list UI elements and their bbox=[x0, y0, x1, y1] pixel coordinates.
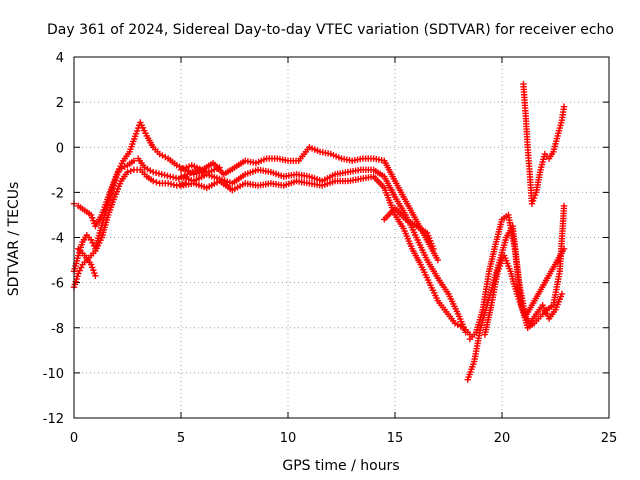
data-point-track-b bbox=[152, 169, 160, 177]
y-tick-label: -4 bbox=[51, 232, 64, 247]
y-tick-label: -6 bbox=[51, 277, 64, 292]
x-tick-label: 20 bbox=[494, 431, 511, 446]
data-point-track-b bbox=[149, 168, 157, 176]
y-tick-label: 2 bbox=[56, 96, 64, 111]
data-point-track-b bbox=[158, 171, 165, 178]
data-point-track-c bbox=[164, 180, 172, 187]
chart-title: Day 361 of 2024, Sidereal Day-to-day VTE… bbox=[47, 22, 614, 38]
y-tick-label: -12 bbox=[43, 412, 64, 427]
data-point-track-k bbox=[558, 290, 566, 298]
data-point-track-b bbox=[216, 164, 223, 171]
data-point-track-l bbox=[560, 103, 568, 110]
data-point-track-c bbox=[170, 181, 178, 189]
data-point-track-d bbox=[92, 272, 99, 280]
data-point-track-b bbox=[89, 239, 96, 246]
data-point-track-c bbox=[167, 180, 175, 188]
plot-frame bbox=[73, 56, 610, 419]
y-tick-label: -8 bbox=[51, 322, 64, 337]
data-point-track-b bbox=[130, 157, 138, 164]
data-point-track-j bbox=[560, 202, 568, 210]
data-point-track-c bbox=[153, 179, 160, 186]
y-axis-title: SDTVAR / TECUs bbox=[6, 182, 22, 297]
data-point-track-e bbox=[434, 256, 441, 264]
x-tick-label: 25 bbox=[601, 431, 618, 446]
data-point-track-c bbox=[76, 267, 83, 274]
data-point-track-c bbox=[77, 264, 85, 271]
grid bbox=[74, 57, 609, 418]
data-point-track-b bbox=[167, 173, 174, 180]
x-tick-label: 15 bbox=[387, 431, 404, 446]
data-point-track-b bbox=[161, 171, 168, 179]
y-tick-label: 0 bbox=[56, 141, 64, 156]
y-tick-label: 4 bbox=[56, 51, 64, 66]
x-axis-title: GPS time / hours bbox=[282, 458, 399, 474]
data-point-track-c bbox=[149, 177, 157, 185]
y-tick-label: -2 bbox=[51, 186, 64, 201]
data-marks bbox=[70, 80, 568, 383]
data-point-track-c bbox=[124, 168, 131, 176]
data-point-track-b bbox=[169, 174, 177, 181]
data-point-track-h bbox=[430, 245, 437, 252]
data-point-track-b bbox=[87, 236, 95, 243]
data-point-track-c bbox=[75, 270, 82, 277]
data-point-track-c bbox=[127, 167, 134, 175]
data-point-track-b bbox=[155, 170, 163, 177]
x-tick-label: 0 bbox=[70, 431, 78, 446]
x-tick-label: 10 bbox=[280, 431, 297, 446]
x-tick-label: 5 bbox=[177, 431, 185, 446]
data-point-track-b bbox=[172, 174, 180, 182]
data-point-track-b bbox=[164, 172, 171, 180]
y-tick-label: -10 bbox=[43, 367, 64, 382]
